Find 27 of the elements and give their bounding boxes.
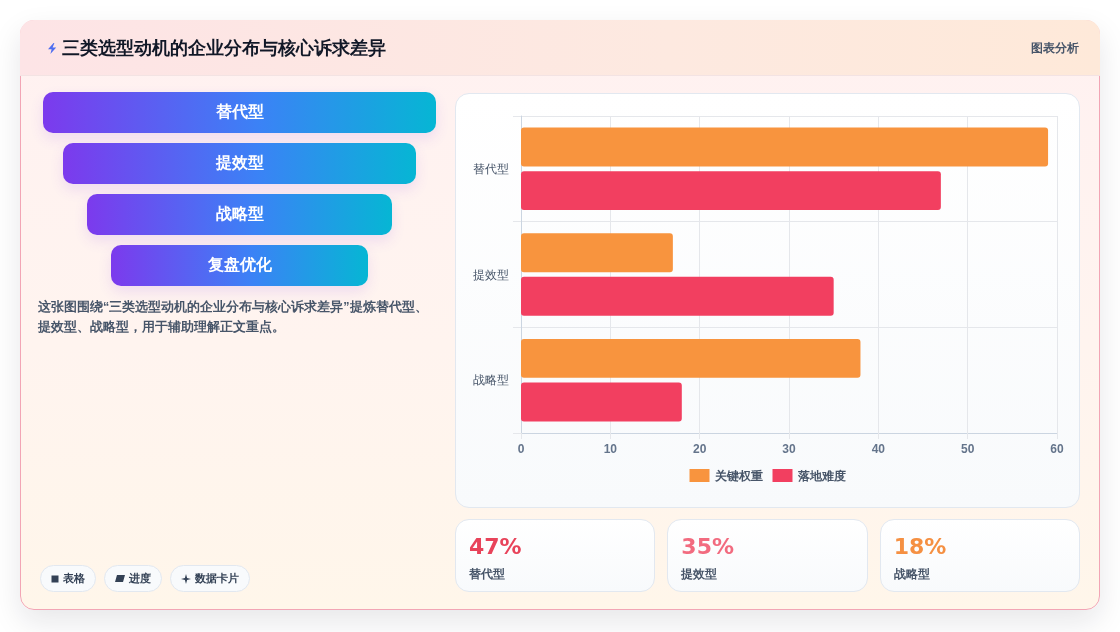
category-label: 替代型 bbox=[43, 92, 436, 133]
text: 这张图围绕“三类选型动机的企业分布与核心诉求差异”提炼替代型、提效型、战略型，用于辅助理解正文重点。 bbox=[38, 299, 429, 336]
y-tick-label: 替代型 bbox=[473, 161, 509, 176]
y-tick-label: 战略型 bbox=[473, 373, 509, 388]
x-tick-label: 30 bbox=[782, 442, 796, 456]
text: 三类选型动机的企业分布与核心诉求差异 bbox=[62, 37, 386, 60]
x-tick-label: 60 bbox=[1050, 442, 1064, 456]
category-label: 提效型 bbox=[681, 566, 718, 582]
x-tick-label: 40 bbox=[871, 442, 886, 456]
legend-label: 落地难度 bbox=[796, 468, 846, 483]
x-tick-label: 20 bbox=[692, 442, 707, 456]
category-label: 战略型 bbox=[893, 566, 930, 582]
text: 图表分析 bbox=[1031, 40, 1079, 56]
legend-label: 关键权重 bbox=[713, 468, 763, 483]
text: 47% bbox=[469, 534, 522, 559]
category-label: 战略型 bbox=[87, 194, 392, 235]
text: 表格 bbox=[63, 571, 85, 586]
x-tick-label: 10 bbox=[603, 442, 618, 456]
text: 数据卡片 bbox=[195, 571, 239, 586]
text: 18% bbox=[893, 534, 947, 559]
text: 进度 bbox=[129, 571, 151, 586]
category-label: 提效型 bbox=[63, 143, 416, 184]
y-tick-label: 提效型 bbox=[473, 267, 509, 282]
category-label: 复盘优化 bbox=[111, 245, 368, 286]
x-tick-label: 50 bbox=[960, 442, 975, 456]
x-tick-label: 0 bbox=[517, 442, 525, 456]
text: 35% bbox=[681, 534, 734, 559]
